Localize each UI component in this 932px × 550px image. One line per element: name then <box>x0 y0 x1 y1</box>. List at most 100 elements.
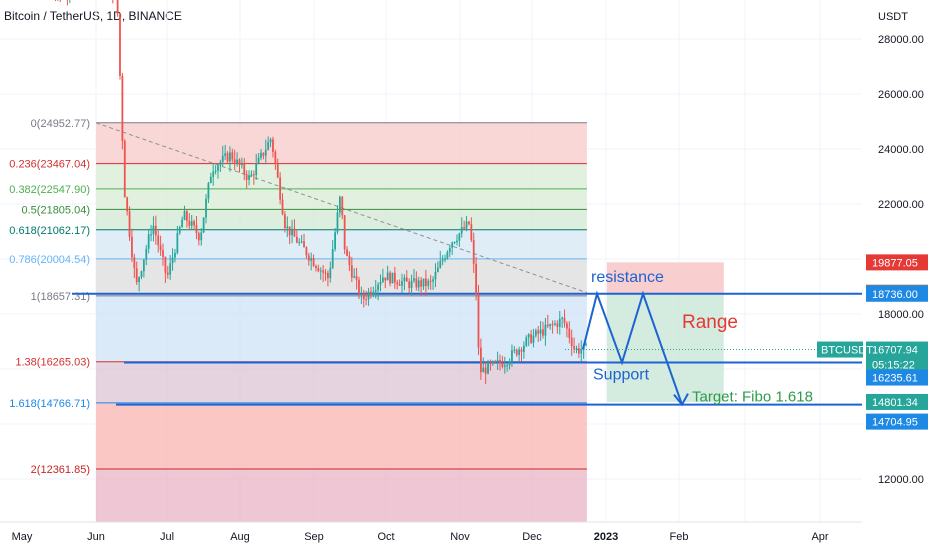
candle-body <box>327 272 329 279</box>
candle-body <box>121 75 124 141</box>
drawing-annotations[interactable]: resistance Support Range Target: Fibo 1.618 <box>581 269 813 407</box>
time-axis[interactable]: May Jun Jul Aug Sep Oct Nov Dec 2023 Feb Apr <box>0 521 862 543</box>
candle-body <box>475 263 477 295</box>
candle-body <box>200 232 203 241</box>
candle-body <box>527 334 530 338</box>
fib-zone <box>96 122 587 164</box>
candle-body <box>468 221 470 225</box>
fib-zone <box>96 469 587 522</box>
candle-body <box>147 234 150 249</box>
candle-body <box>257 157 260 164</box>
price-tag[interactable] <box>866 254 928 271</box>
candle-body <box>329 267 332 279</box>
fib-zone <box>96 361 587 403</box>
price-tag[interactable] <box>866 413 928 430</box>
candle-body <box>123 140 126 198</box>
candle-body <box>190 221 193 226</box>
fib-level-label: 0.5(21805.04) <box>22 204 91 216</box>
price-tag[interactable] <box>866 341 928 358</box>
time-axis-tick: Apr <box>811 531 828 543</box>
range-risk-zone <box>606 262 724 294</box>
time-axis-tick: Oct <box>377 531 394 543</box>
symbol-tag[interactable] <box>817 341 863 358</box>
candle-body <box>362 293 365 300</box>
candle-body <box>152 225 155 235</box>
candle-body <box>255 163 258 176</box>
range-label[interactable]: Range <box>682 312 738 333</box>
arrow-head-icon <box>673 393 689 407</box>
candle-body <box>162 250 164 258</box>
candle-body <box>558 318 561 327</box>
candle-body <box>338 196 341 213</box>
candle-body <box>174 252 176 258</box>
candle-body <box>214 170 217 172</box>
price-tag[interactable] <box>866 285 928 302</box>
price-tag[interactable] <box>866 393 928 410</box>
fib-level-label: 1.38(16265.03) <box>15 357 90 369</box>
price-tag[interactable] <box>866 369 928 386</box>
candle-body <box>131 236 133 258</box>
candle-body <box>128 211 131 237</box>
candle-body <box>267 142 270 150</box>
price-axis-tick: 28000.00 <box>878 34 924 46</box>
candle-body <box>386 272 389 281</box>
candle-body <box>568 328 571 338</box>
candle-body <box>398 284 401 286</box>
candle-body <box>546 324 549 327</box>
candle-body <box>133 257 136 269</box>
candle-body <box>585 344 587 346</box>
fib-level-label: 0(24952.77) <box>31 118 90 130</box>
candle-body <box>188 220 191 226</box>
support-label[interactable]: Support <box>593 367 650 384</box>
resistance-label[interactable]: resistance <box>591 269 664 286</box>
price-axis[interactable]: USDT 28000.00 26000.00 24000.00 22000.00 1800… <box>565 0 932 550</box>
candle-body <box>250 174 253 176</box>
target-label[interactable]: Target: Fibo 1.618 <box>692 389 813 406</box>
candle-body <box>444 258 446 260</box>
price-axis-tick: 24000.00 <box>878 144 924 156</box>
candle-body <box>525 337 528 346</box>
candle-body <box>561 317 564 319</box>
candle-body <box>566 323 568 329</box>
candle-body <box>284 214 286 228</box>
candle-body <box>460 227 463 234</box>
candle-body <box>410 280 413 289</box>
price-tag[interactable] <box>866 356 928 373</box>
candle-body <box>511 350 513 362</box>
fib-zone <box>96 163 587 189</box>
candle-body <box>534 330 537 336</box>
time-axis-tick: Aug <box>230 531 250 543</box>
candle-body <box>207 183 210 199</box>
candle-body <box>482 367 485 373</box>
candle-body <box>458 233 461 241</box>
candle-body <box>183 211 186 220</box>
candle-body <box>298 241 301 243</box>
candle-body <box>221 155 224 163</box>
range-reward-zone <box>606 293 724 402</box>
candle-body <box>262 152 265 156</box>
candle-body <box>580 350 583 354</box>
candle-body <box>384 277 387 281</box>
fib-retracement[interactable]: 0(24952.77) 0.236(23467.04) 0.382(22547.90… <box>9 118 587 522</box>
candle-body <box>465 221 468 229</box>
candle-body <box>305 247 308 256</box>
candle-body <box>252 174 255 176</box>
candle-body <box>274 151 277 164</box>
candle-body <box>186 211 188 221</box>
candle-body <box>554 323 556 325</box>
candle-body <box>479 347 482 373</box>
projected-path[interactable] <box>581 290 683 405</box>
candle-body <box>484 367 487 374</box>
candle-body <box>367 291 370 300</box>
candle-body <box>150 234 152 236</box>
candle-body <box>233 159 236 164</box>
candle-body <box>446 252 449 259</box>
candle-body <box>336 212 339 233</box>
candle-body <box>372 291 375 295</box>
candle-body <box>212 171 215 177</box>
candle-body <box>293 228 296 237</box>
candle-body <box>312 258 315 266</box>
candle-body <box>142 259 145 272</box>
price-tag-text: 14801.34 <box>872 397 918 409</box>
